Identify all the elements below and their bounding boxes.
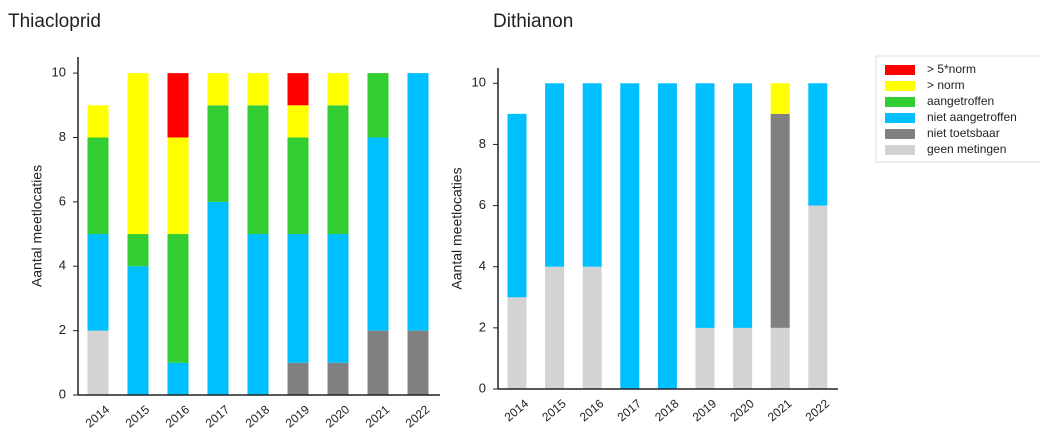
y-tick-label: 8	[479, 136, 486, 151]
bar-segment	[327, 73, 349, 106]
bar-segment	[287, 73, 309, 106]
y-tick-label: 4	[479, 258, 486, 273]
bar-segment	[327, 105, 349, 235]
bar-segment	[327, 234, 349, 363]
y-tick-label: 2	[479, 319, 486, 334]
y-axis-label: Aantal meetlocaties	[29, 165, 45, 287]
bar-segment	[87, 330, 109, 395]
x-tick-label: 2021	[765, 396, 795, 424]
bar-segment	[407, 330, 429, 395]
legend-label: > norm	[927, 78, 965, 92]
chart-title: Dithianon	[493, 11, 573, 32]
bar-segment	[582, 83, 602, 267]
bar-segment	[207, 105, 229, 202]
bar-segment	[733, 83, 753, 328]
bar-segment	[507, 113, 527, 298]
x-tick-label: 2021	[363, 402, 393, 430]
bar-segment	[167, 362, 189, 395]
x-tick-label: 2019	[283, 402, 313, 430]
bar-segment	[367, 137, 389, 331]
bar-segment	[207, 201, 229, 395]
bar-segment	[247, 73, 269, 106]
bar-segment	[582, 266, 602, 389]
bar-segment	[808, 83, 828, 206]
x-tick-label: 2017	[615, 396, 645, 424]
bar-segment	[407, 73, 429, 331]
x-tick-label: 2015	[539, 396, 569, 424]
bar-segment	[207, 73, 229, 106]
legend-label: niet aangetroffen	[927, 110, 1017, 124]
y-tick-label: 2	[59, 322, 66, 337]
bar-segment	[287, 234, 309, 363]
legend-swatch	[885, 97, 915, 107]
bar-segment	[87, 137, 109, 235]
x-tick-label: 2019	[690, 396, 720, 424]
y-tick-label: 0	[59, 386, 66, 401]
bar-segment	[327, 362, 349, 395]
x-tick-label: 2018	[652, 396, 682, 424]
bar-segment	[167, 73, 189, 138]
bar-segment	[127, 234, 149, 267]
y-tick-label: 10	[52, 65, 66, 80]
y-tick-label: 10	[472, 75, 486, 90]
bar-segment	[367, 73, 389, 138]
x-tick-label: 2017	[203, 402, 233, 430]
bar-segment	[770, 113, 790, 328]
y-tick-label: 6	[59, 193, 66, 208]
y-tick-label: 0	[479, 380, 486, 395]
legend-label: niet toetsbaar	[927, 126, 1000, 140]
bar-segment	[247, 234, 269, 395]
bar-segment	[287, 105, 309, 138]
x-tick-label: 2020	[323, 402, 353, 430]
bar-segment	[167, 137, 189, 235]
bar-segment	[545, 266, 565, 389]
bar-segment	[770, 83, 790, 114]
bar-segment	[695, 83, 715, 328]
x-tick-label: 2016	[577, 396, 607, 424]
bar-segment	[287, 137, 309, 235]
y-tick-label: 6	[479, 197, 486, 212]
bar-segment	[247, 105, 269, 235]
x-tick-label: 2015	[123, 402, 153, 430]
x-tick-label: 2014	[502, 396, 532, 424]
bar-segment	[620, 83, 640, 390]
x-tick-label: 2020	[727, 396, 757, 424]
x-tick-label: 2022	[403, 402, 433, 430]
y-axis-label: Aantal meetlocaties	[449, 167, 465, 289]
bar-segment	[87, 234, 109, 331]
legend-label: aangetroffen	[927, 94, 994, 108]
x-tick-label: 2016	[163, 402, 193, 430]
bar-segment	[733, 327, 753, 389]
legend-swatch	[885, 81, 915, 91]
legend-label: > 5*norm	[927, 62, 976, 76]
y-tick-label: 8	[59, 129, 66, 144]
bar-segment	[127, 73, 149, 235]
bar-segment	[87, 105, 109, 138]
x-tick-label: 2018	[243, 402, 273, 430]
chart-title: Thiacloprid	[8, 11, 101, 32]
bar-segment	[167, 234, 189, 363]
y-tick-label: 4	[59, 258, 66, 273]
bar-segment	[367, 330, 389, 395]
legend-swatch	[885, 65, 915, 75]
bar-segment	[127, 266, 149, 395]
bar-segment	[770, 327, 790, 389]
legend-swatch	[885, 145, 915, 155]
bar-segment	[507, 297, 527, 389]
bar-segment	[287, 362, 309, 395]
bar-segment	[545, 83, 565, 267]
bar-segment	[695, 327, 715, 389]
x-tick-label: 2022	[803, 396, 833, 424]
bar-segment	[657, 83, 677, 390]
bar-segment	[808, 205, 828, 389]
legend-swatch	[885, 113, 915, 123]
x-tick-label: 2014	[83, 402, 113, 430]
legend-swatch	[885, 129, 915, 139]
legend-label: geen metingen	[927, 142, 1006, 156]
